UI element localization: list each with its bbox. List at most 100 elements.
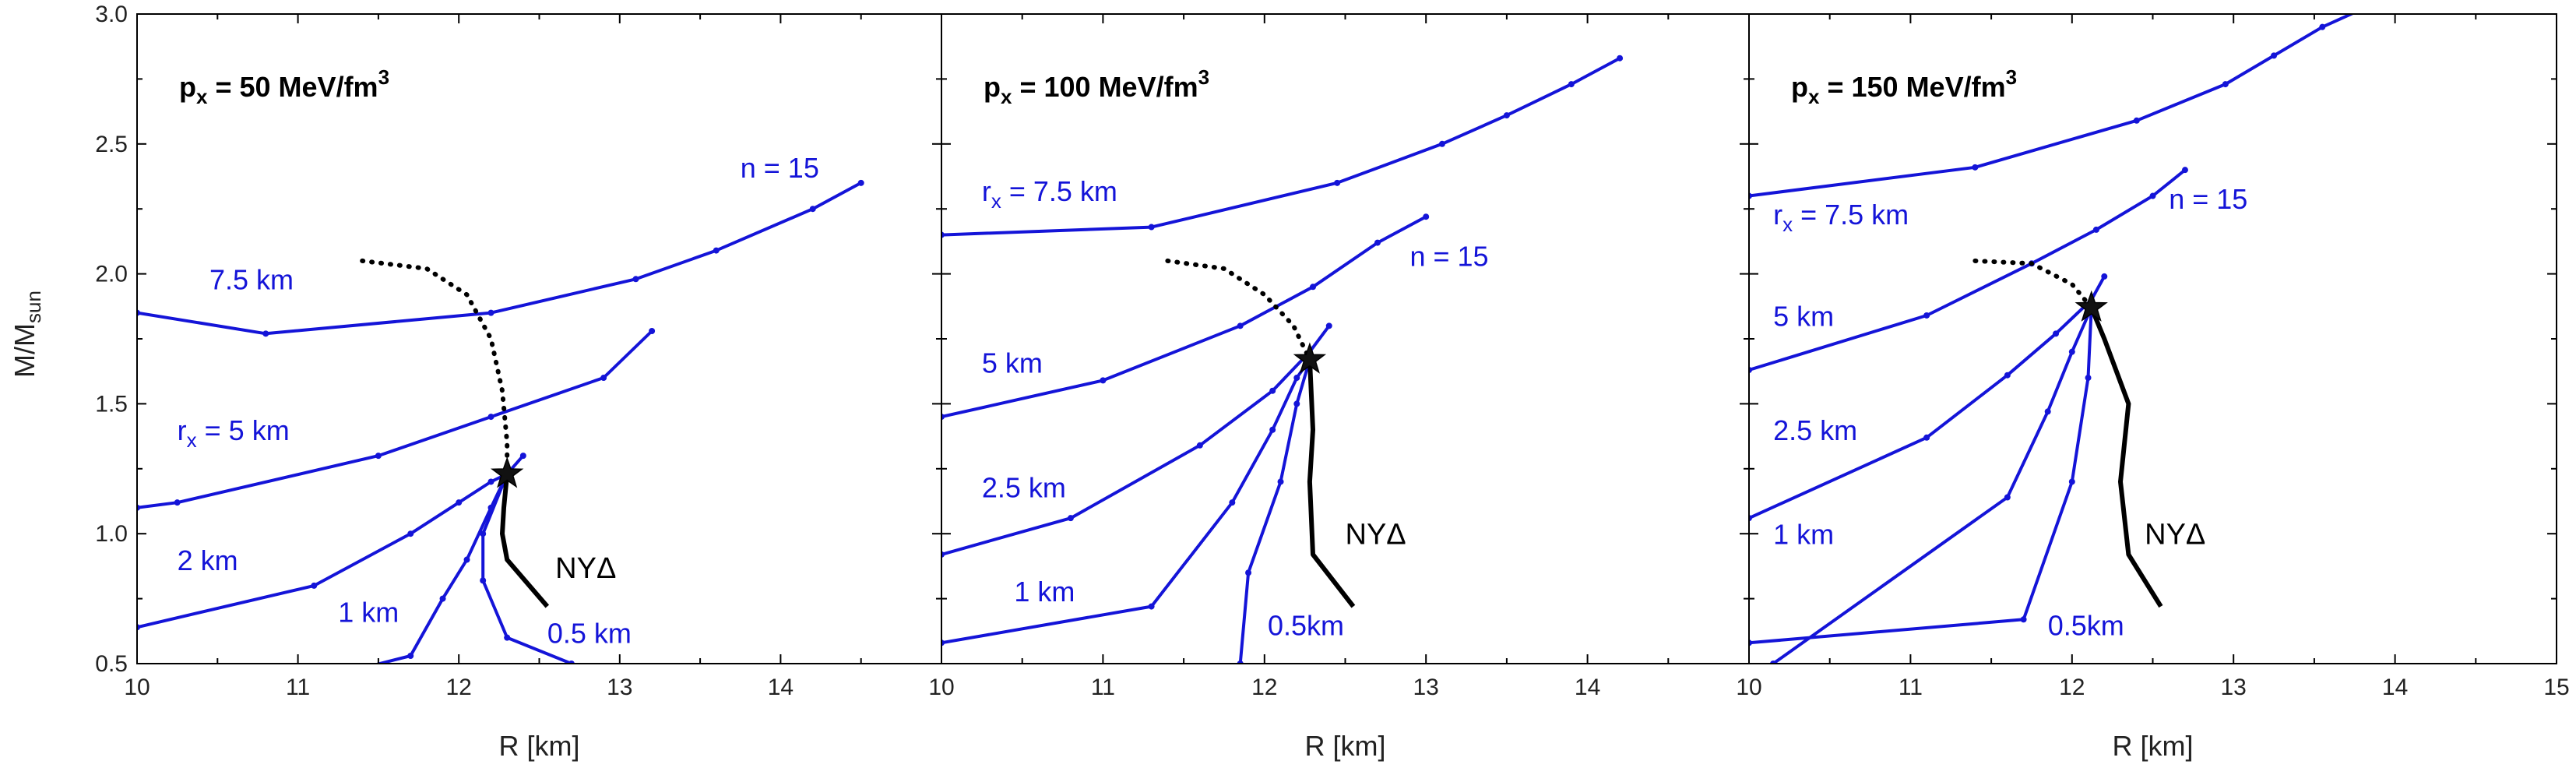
star-marker [491,456,524,488]
series-point [2004,494,2011,501]
series-point [1245,569,1252,576]
series-point [1568,81,1575,88]
series-point [1148,224,1155,231]
series-line-5km [1749,168,2187,372]
series-point [1148,603,1155,610]
series-point [1196,442,1203,449]
series-point [1617,55,1624,62]
series-point [1923,434,1930,441]
series-point [375,453,382,460]
series-point [487,504,494,511]
panel-title: px = 100 MeV/fm3 [984,65,1209,108]
series-point [1923,312,1930,319]
series-line-5km [941,215,1427,419]
x-tick-label: 13 [1413,675,1439,700]
series-point [2044,408,2051,415]
curve-label: n = 15 [741,152,819,184]
x-tick-label: 10 [1736,675,1761,700]
series-point [1277,478,1284,485]
series-point [2004,372,2011,379]
dotted-stability-curve [1972,258,2094,310]
y-axis-label: M/Msun [9,291,45,378]
series-point [2020,616,2027,623]
dotted-stability-curve [1165,258,1312,362]
series-point [504,634,511,641]
series-point [1293,400,1300,407]
panel-frame [1748,13,2557,664]
series-point [1503,112,1510,119]
series-point [1972,164,1979,171]
series-point [857,179,864,186]
series-point [2085,375,2092,382]
series-point [262,330,269,337]
x-tick-label: 12 [2059,675,2085,700]
series-point [1293,375,1300,382]
series-point [487,309,494,316]
x-tick-label: 14 [2382,675,2408,700]
panel-title: px = 150 MeV/fm3 [1791,65,2017,108]
curve-label: 0.5km [1268,609,1344,641]
curve-label: 1 km [1773,519,1834,551]
panel-1: 10 11 12 13 14 0.5 1.0 1.5 2.0 2.5 3.0 R [km] M/Msun… [9,2,942,762]
panel-title: px = 50 MeV/fm3 [179,65,389,108]
star-marker [2075,290,2108,322]
x-tick-label: 12 [446,675,472,700]
series-point [2271,52,2278,59]
curve-label: 5 km [1773,300,1834,332]
plot-area [1749,5,2366,664]
curve-label: 2 km [178,544,238,576]
y-tick-label: 2.5 [95,132,128,157]
series-point [2053,330,2060,337]
x-tick-label: 13 [2221,675,2247,700]
panel-frame [941,13,1750,664]
series-point [1438,140,1445,147]
series-line-5km [137,329,653,509]
series-point [311,582,318,589]
series-point [1229,499,1236,506]
series-point [519,453,526,460]
series-point [487,478,494,485]
series-point [2133,117,2140,124]
x-tick-label: 15 [2543,675,2569,700]
series-point [1067,515,1074,522]
series-point [480,530,487,537]
series-point [487,414,494,421]
y-tick-label: 3.0 [95,2,128,27]
series-point [2360,5,2366,12]
curve-label: rx = 5 km [178,414,290,452]
curve-label: 2.5 km [982,471,1066,503]
series-point [1325,322,1332,329]
curve-label: 2.5 km [1773,414,1857,446]
series-point [1237,322,1244,329]
x-axis-label: R [km] [2113,730,2194,762]
series-point [463,556,470,563]
x-tick-label: 14 [1575,675,1600,700]
x-tick-label: 13 [607,675,632,700]
nydelta-curve [2089,306,2163,608]
x-tick-label: 10 [928,675,954,700]
series-point [1374,239,1381,246]
series-line-7.5km [137,181,862,336]
series-point [1310,284,1317,291]
star-marker [1293,342,1327,374]
curve-label: 5 km [982,347,1043,379]
series-line-1km [941,358,1311,645]
curve-label: 7.5 km [209,264,294,296]
y-tick-label: 0.5 [95,651,128,677]
curve-label: rx = 7.5 km [1773,199,1909,236]
series-point [2068,478,2075,485]
series-point [2319,23,2326,30]
series-point [1334,179,1341,186]
x-tick-label: 11 [1899,675,1923,700]
series-point [1269,387,1276,394]
series-point [2101,273,2108,280]
curve-label: n = 15 [2169,183,2247,215]
series-point [713,247,720,254]
series-point [2181,167,2188,174]
panel-3: 10 11 12 13 14 15 R [km] px = 150 MeV/fm3 n = 15… [1736,5,2570,762]
curve-label: 1 km [1014,576,1075,608]
series-point [1269,426,1276,433]
series-point [407,652,414,659]
curve-label: 1 km [338,597,399,629]
